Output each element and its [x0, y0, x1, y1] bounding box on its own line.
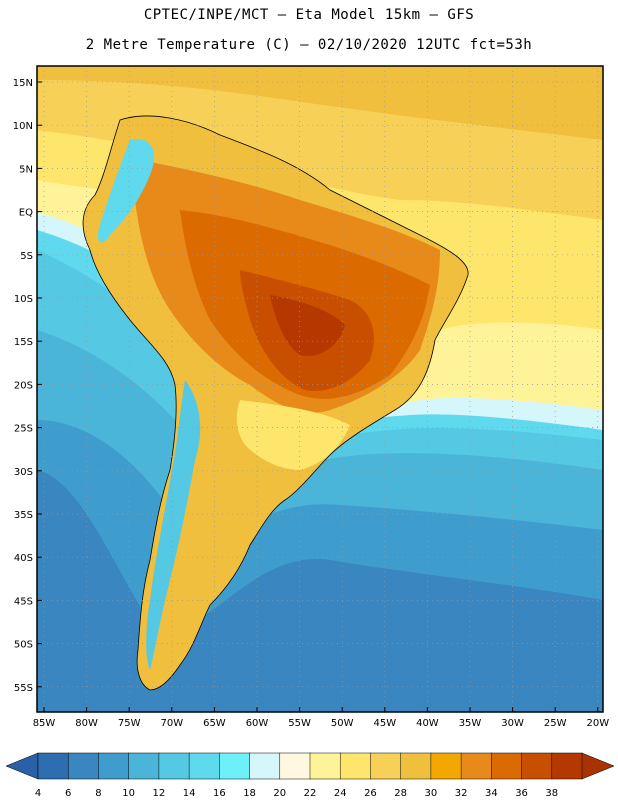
colorbar-swatch	[279, 752, 311, 780]
colorbar: 4 6 8 10 12 14 16 18 20 22 24 26 28 30 32 34 36 38	[5, 752, 615, 799]
lon-tick-label: 70W	[160, 718, 183, 729]
colorbar-label: 38	[545, 788, 558, 799]
colorbar-swatch	[339, 752, 372, 780]
lon-tick-label: 80W	[75, 718, 98, 729]
latitude-labels: 15N 10N 5N EQ 5S 10S 15S 20S 25S 30S 35S 40S 45S 50S 5…	[13, 78, 42, 694]
colorbar-swatch	[430, 752, 462, 780]
lat-tick-label: 45S	[14, 596, 33, 607]
colorbar-right-arrow	[581, 752, 615, 780]
south-america-landmass	[82, 115, 469, 691]
lon-tick-label: 30W	[501, 718, 524, 729]
colorbar-swatch	[37, 752, 69, 780]
map-frame	[36, 65, 604, 713]
colorbar-swatch	[98, 752, 130, 780]
lat-tick-label: 10S	[14, 294, 33, 305]
colorbar-swatch	[400, 752, 432, 780]
lat-tick-label: 30S	[14, 467, 33, 478]
colorbar-swatch	[491, 752, 523, 780]
colorbar-swatch	[460, 752, 493, 780]
lon-tick-label: 60W	[246, 718, 269, 729]
lat-tick-label: 50S	[14, 640, 33, 651]
colorbar-swatch	[551, 752, 583, 780]
lat-tick-label: 55S	[14, 683, 33, 694]
colorbar-label: 16	[213, 788, 226, 799]
colorbar-label: 32	[455, 788, 468, 799]
lon-tick-label: 45W	[373, 718, 396, 729]
colorbar-label: 8	[95, 788, 101, 799]
lat-tick-label: 35S	[14, 510, 33, 521]
lat-tick-label: 10N	[13, 121, 33, 132]
colorbar-swatch	[188, 752, 221, 780]
colorbar-swatch	[521, 752, 553, 780]
colorbar-label: 30	[425, 788, 438, 799]
lon-tick-label: 40W	[416, 718, 439, 729]
colorbar-label: 26	[364, 788, 377, 799]
colorbar-label: 10	[122, 788, 135, 799]
longitude-labels: 85W 80W 75W 70W 65W 60W 55W 50W 45W 40W 35W 30W 25W 2…	[33, 707, 609, 729]
colorbar-swatch	[128, 752, 160, 780]
lon-tick-label: 75W	[118, 718, 141, 729]
colorbar-swatch	[67, 752, 100, 780]
lon-tick-label: 20W	[586, 718, 609, 729]
colorbar-swatch	[370, 752, 402, 780]
colorbar-label: 34	[485, 788, 498, 799]
colorbar-label: 28	[394, 788, 407, 799]
colorbar-swatch	[309, 752, 341, 780]
colorbar-label: 36	[515, 788, 528, 799]
colorbar-swatch	[219, 752, 251, 780]
colorbar-label: 18	[243, 788, 256, 799]
lat-tick-label: EQ	[19, 208, 33, 219]
colorbar-label: 22	[304, 788, 317, 799]
lon-tick-label: 50W	[331, 718, 354, 729]
colorbar-left-arrow	[5, 752, 39, 780]
lon-tick-label: 25W	[544, 718, 567, 729]
lat-tick-label: 15N	[13, 78, 33, 89]
colorbar-label: 6	[65, 788, 71, 799]
lon-tick-label: 85W	[33, 718, 56, 729]
colorbar-label: 20	[273, 788, 286, 799]
map-title: CPTEC/INPE/MCT – Eta Model 15km – GFS	[143, 7, 475, 23]
colorbar-label: 12	[153, 788, 166, 799]
lat-tick-label: 20S	[14, 380, 33, 391]
lon-tick-label: 65W	[203, 718, 226, 729]
lat-tick-label: 5N	[19, 164, 33, 175]
colorbar-label: 4	[35, 788, 41, 799]
colorbar-swatch	[249, 752, 281, 780]
colorbar-label: 14	[183, 788, 196, 799]
lat-tick-label: 15S	[14, 337, 33, 348]
lon-tick-label: 55W	[288, 718, 311, 729]
lat-tick-label: 25S	[14, 424, 33, 435]
lat-tick-label: 5S	[20, 251, 33, 262]
colorbar-label: 24	[334, 788, 347, 799]
lon-tick-label: 35W	[459, 718, 482, 729]
lat-tick-label: 40S	[14, 553, 33, 564]
map-subtitle: 2 Metre Temperature (C) – 02/10/2020 12U…	[85, 37, 533, 53]
colorbar-swatch	[158, 752, 190, 780]
